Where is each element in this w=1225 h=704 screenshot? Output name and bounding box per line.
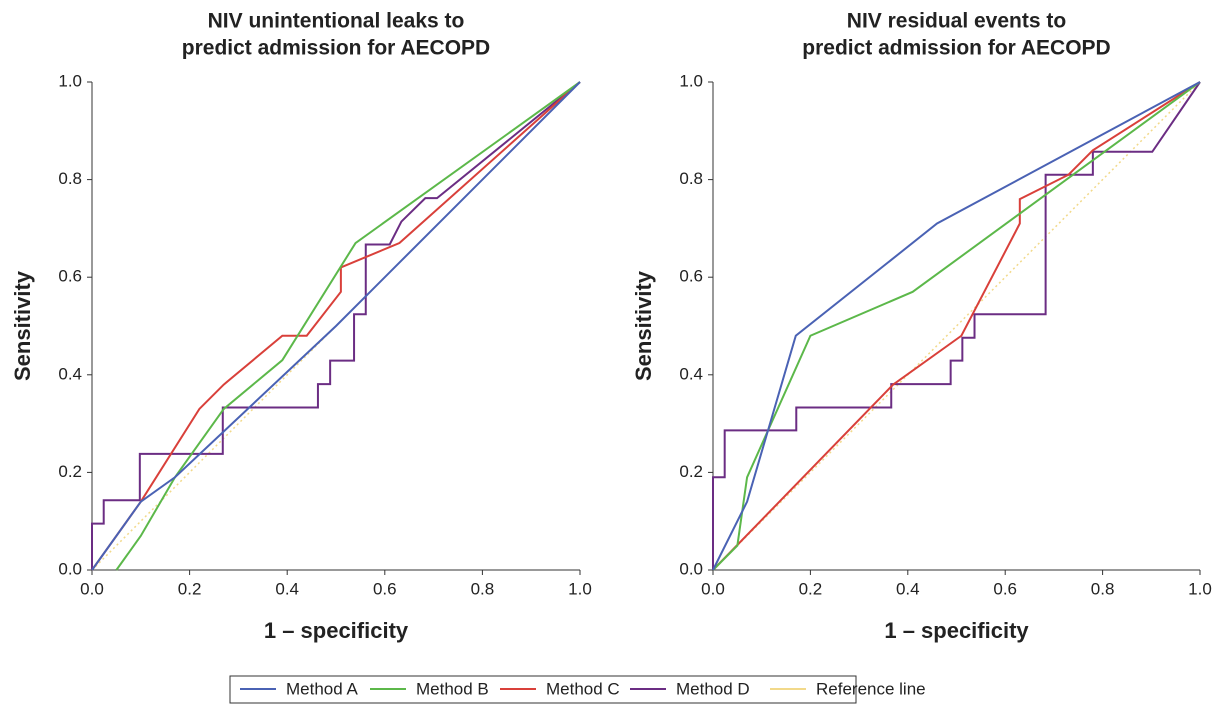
y-tick-label: 0.8 bbox=[58, 169, 82, 188]
y-axis-label: Sensitivity bbox=[10, 270, 35, 381]
y-tick-label: 0.6 bbox=[58, 267, 82, 286]
x-tick-label: 0.8 bbox=[471, 579, 495, 598]
legend-label: Reference line bbox=[816, 679, 926, 698]
chart-title: NIV unintentional leaks to bbox=[208, 10, 465, 33]
x-tick-label: 0.6 bbox=[993, 579, 1017, 598]
y-tick-label: 1.0 bbox=[679, 71, 703, 90]
x-tick-label: 1.0 bbox=[568, 579, 592, 598]
legend-label: Method A bbox=[286, 679, 358, 698]
legend-box bbox=[229, 675, 857, 704]
x-tick-label: 0.0 bbox=[701, 579, 725, 598]
roc-line bbox=[712, 81, 1201, 571]
y-axis-label: Sensitivity bbox=[631, 270, 656, 381]
y-tick-label: 0.4 bbox=[679, 364, 703, 383]
x-tick-label: 0.2 bbox=[178, 579, 202, 598]
roc-line bbox=[91, 81, 581, 571]
x-axis-label: 1 – specificity bbox=[884, 618, 1029, 643]
x-tick-label: 0.0 bbox=[80, 579, 104, 598]
y-tick-label: 0.4 bbox=[58, 364, 82, 383]
roc-line bbox=[91, 81, 581, 571]
y-tick-label: 0.0 bbox=[58, 559, 82, 578]
y-tick-label: 0.2 bbox=[679, 462, 703, 481]
chart-title: predict admission for AECOPD bbox=[182, 37, 490, 60]
y-tick-label: 0.6 bbox=[679, 267, 703, 286]
x-axis-label: 1 – specificity bbox=[264, 618, 409, 643]
legend-label: Method C bbox=[546, 679, 620, 698]
x-tick-label: 0.6 bbox=[373, 579, 397, 598]
roc-line bbox=[712, 81, 1201, 571]
y-tick-label: 0.8 bbox=[679, 169, 703, 188]
roc-line bbox=[712, 81, 1201, 570]
roc-line bbox=[115, 81, 581, 571]
y-tick-label: 0.0 bbox=[679, 559, 703, 578]
x-tick-label: 1.0 bbox=[1188, 579, 1212, 598]
x-tick-label: 0.2 bbox=[799, 579, 823, 598]
legend-label: Method B bbox=[416, 679, 489, 698]
roc-line bbox=[712, 81, 1201, 571]
chart-title: NIV residual events to bbox=[847, 10, 1066, 33]
x-tick-label: 0.4 bbox=[896, 579, 920, 598]
roc-line bbox=[91, 81, 581, 570]
x-tick-label: 0.8 bbox=[1091, 579, 1115, 598]
x-tick-label: 0.4 bbox=[275, 579, 299, 598]
chart-title: predict admission for AECOPD bbox=[802, 37, 1110, 60]
y-tick-label: 0.2 bbox=[58, 462, 82, 481]
y-tick-label: 1.0 bbox=[58, 71, 82, 90]
legend-label: Method D bbox=[676, 679, 750, 698]
roc-line bbox=[712, 81, 1201, 571]
